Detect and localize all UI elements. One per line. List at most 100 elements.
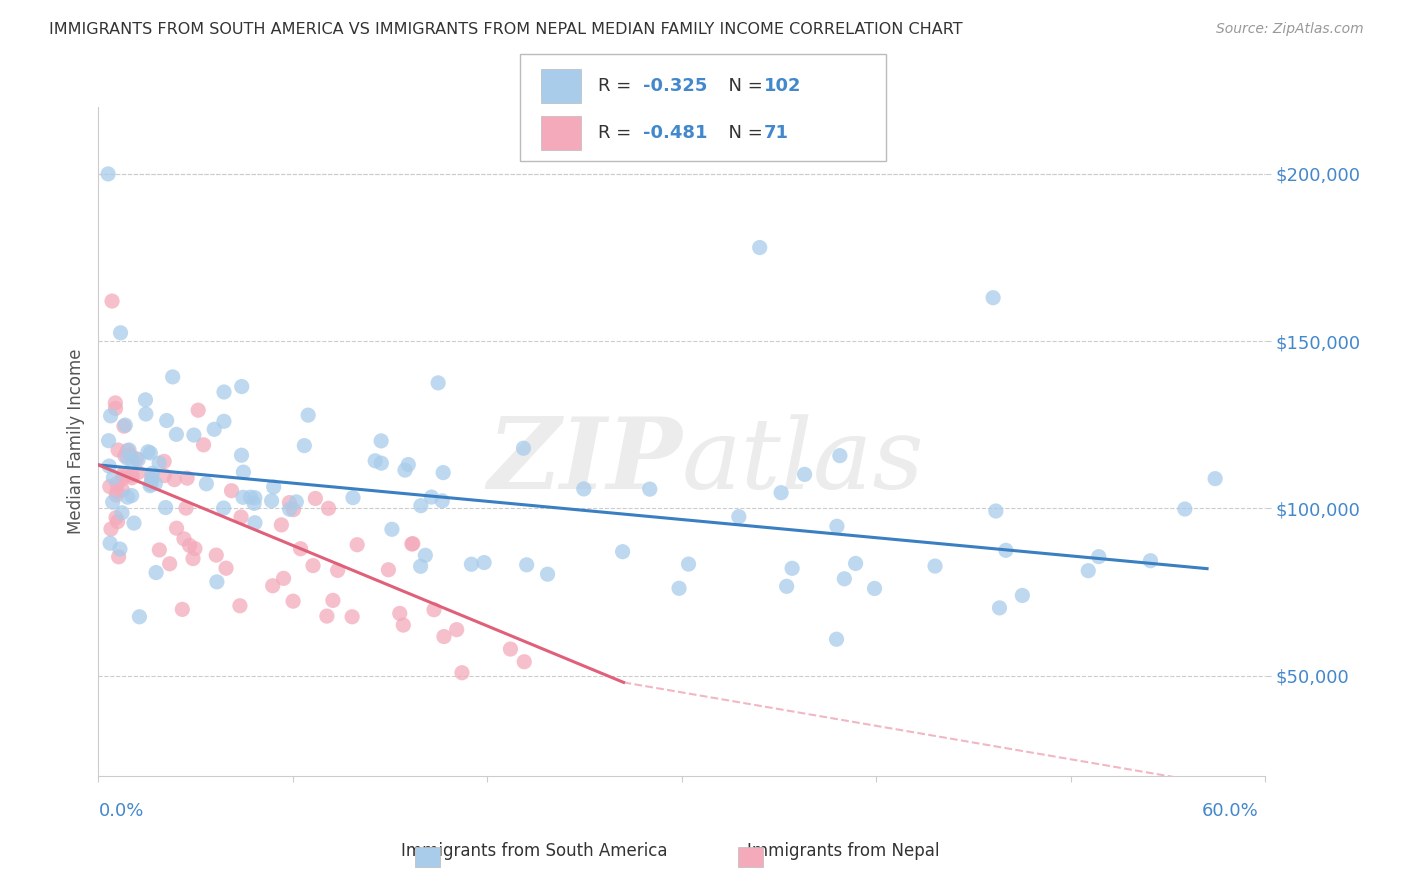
Point <box>278 495 301 509</box>
Point <box>1011 589 1033 603</box>
Text: atlas: atlas <box>682 414 925 509</box>
Point <box>433 630 456 644</box>
Point <box>340 609 363 624</box>
Text: 0.0%: 0.0% <box>98 802 143 820</box>
Point <box>981 291 1004 305</box>
Point <box>141 473 163 487</box>
Point <box>432 466 454 480</box>
Point <box>1204 472 1226 486</box>
Point <box>415 549 437 563</box>
Point <box>281 594 304 608</box>
Point <box>202 422 225 436</box>
Point <box>513 655 536 669</box>
Point <box>988 600 1011 615</box>
Point <box>229 599 252 613</box>
Point <box>105 488 128 502</box>
Point <box>114 449 136 463</box>
Text: ZIP: ZIP <box>486 413 682 510</box>
Point <box>111 472 134 486</box>
Point <box>136 444 159 458</box>
Point <box>381 522 404 536</box>
Point <box>377 563 399 577</box>
Text: -0.325: -0.325 <box>643 77 707 95</box>
Point <box>166 521 188 535</box>
Point <box>572 482 595 496</box>
Point <box>243 491 266 505</box>
Point <box>273 571 295 585</box>
Point <box>322 593 344 607</box>
Point <box>103 470 125 484</box>
Point <box>863 582 886 596</box>
Point <box>118 448 141 462</box>
Point <box>239 490 262 504</box>
Point <box>243 496 266 510</box>
Text: Immigrants from South America: Immigrants from South America <box>401 842 668 860</box>
Point <box>187 403 209 417</box>
Point <box>1174 502 1197 516</box>
Text: N =: N = <box>717 124 769 142</box>
Point <box>315 609 337 624</box>
Point <box>97 167 120 181</box>
Point <box>516 558 538 572</box>
Point <box>776 579 799 593</box>
Point <box>128 609 150 624</box>
Text: 60.0%: 60.0% <box>1202 802 1258 820</box>
Point <box>183 428 205 442</box>
Point <box>108 542 131 557</box>
Point <box>155 500 177 515</box>
Point <box>1087 549 1109 564</box>
Point <box>141 469 163 483</box>
Point <box>184 541 207 556</box>
Point <box>153 454 176 468</box>
Point <box>174 501 197 516</box>
Point <box>153 468 176 483</box>
Point <box>100 522 122 536</box>
Point <box>212 414 235 428</box>
Point <box>127 452 149 467</box>
Point <box>118 442 141 457</box>
Point <box>446 623 468 637</box>
Point <box>342 491 364 505</box>
Point <box>229 510 252 524</box>
Point <box>346 538 368 552</box>
Point <box>1077 564 1099 578</box>
Point <box>394 463 416 477</box>
Point <box>105 476 128 491</box>
Point <box>173 532 195 546</box>
Point <box>834 572 856 586</box>
Point <box>163 473 186 487</box>
Text: R =: R = <box>598 77 637 95</box>
Text: 71: 71 <box>763 124 789 142</box>
Point <box>770 485 793 500</box>
Point <box>402 537 425 551</box>
Point <box>278 502 301 516</box>
Point <box>107 515 129 529</box>
Point <box>112 470 135 484</box>
Point <box>231 448 253 462</box>
Point <box>302 558 325 573</box>
Point <box>117 451 139 466</box>
Point <box>364 454 387 468</box>
Point <box>172 602 194 616</box>
Point <box>304 491 326 506</box>
Point <box>101 495 124 509</box>
Point <box>111 506 134 520</box>
Point <box>111 483 134 498</box>
Point <box>290 541 312 556</box>
Point <box>145 566 167 580</box>
Point <box>924 559 946 574</box>
Point <box>112 419 135 434</box>
Point <box>205 574 228 589</box>
Point <box>727 509 749 524</box>
Point <box>101 293 124 308</box>
Y-axis label: Median Family Income: Median Family Income <box>66 349 84 534</box>
Point <box>141 467 163 481</box>
Point <box>134 392 156 407</box>
Text: -0.481: -0.481 <box>643 124 707 142</box>
Point <box>396 458 419 472</box>
Point <box>326 563 349 577</box>
Point <box>232 465 254 479</box>
Point <box>780 561 803 575</box>
Point <box>263 480 285 494</box>
Point <box>243 516 266 530</box>
